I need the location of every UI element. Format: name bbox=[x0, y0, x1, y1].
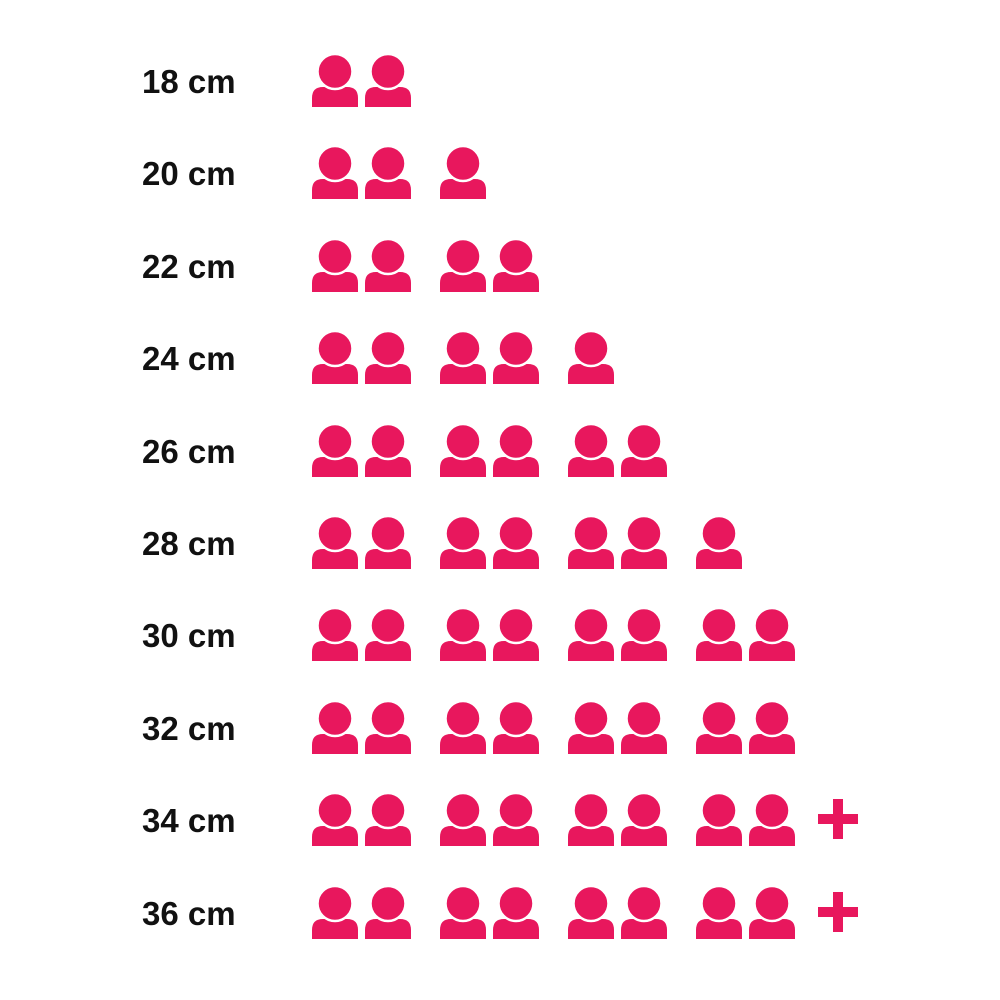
row-label: 36 cm bbox=[142, 894, 236, 932]
row-label: 28 cm bbox=[142, 525, 236, 562]
person-icon bbox=[440, 238, 486, 292]
person-icon bbox=[365, 331, 411, 385]
person-icon bbox=[440, 608, 486, 662]
person-icon bbox=[493, 885, 539, 939]
person-icon bbox=[493, 516, 539, 569]
person-icon bbox=[493, 331, 539, 385]
person-icon bbox=[568, 608, 614, 662]
row-label: 30 cm bbox=[142, 617, 236, 655]
person-icon bbox=[493, 423, 539, 477]
row-label: 24 cm bbox=[142, 340, 236, 378]
person-icon bbox=[696, 700, 742, 754]
person-icon bbox=[440, 700, 486, 754]
person-icon bbox=[365, 238, 411, 292]
person-icon bbox=[365, 54, 411, 107]
person-icon bbox=[312, 146, 358, 200]
person-icon bbox=[568, 423, 614, 477]
person-icon bbox=[440, 885, 486, 939]
row-label: 18 cm bbox=[142, 63, 236, 100]
person-icon bbox=[440, 423, 486, 477]
row-label: 34 cm bbox=[142, 802, 236, 840]
person-icon bbox=[312, 608, 358, 662]
person-icon bbox=[365, 516, 411, 569]
person-icon bbox=[365, 885, 411, 939]
person-icon bbox=[312, 700, 358, 754]
person-icon bbox=[749, 700, 795, 754]
person-icon bbox=[696, 793, 742, 847]
person-icon bbox=[621, 516, 667, 569]
person-icon bbox=[696, 516, 742, 569]
person-icon bbox=[440, 516, 486, 569]
row-label: 22 cm bbox=[142, 247, 236, 285]
person-icon bbox=[568, 885, 614, 939]
person-icon bbox=[312, 238, 358, 292]
person-icon bbox=[568, 700, 614, 754]
person-icon bbox=[749, 793, 795, 847]
person-icon bbox=[312, 885, 358, 939]
person-icon bbox=[621, 793, 667, 847]
person-icon bbox=[749, 608, 795, 662]
person-icon bbox=[365, 700, 411, 754]
plus-icon bbox=[818, 891, 858, 932]
person-icon bbox=[365, 608, 411, 662]
person-icon bbox=[493, 238, 539, 292]
person-icon bbox=[312, 54, 358, 107]
person-icon bbox=[493, 700, 539, 754]
person-icon bbox=[621, 608, 667, 662]
person-icon bbox=[621, 423, 667, 477]
person-icon bbox=[312, 331, 358, 385]
person-icon bbox=[365, 146, 411, 200]
plus-icon bbox=[818, 799, 858, 840]
person-icon bbox=[365, 423, 411, 477]
person-icon bbox=[440, 793, 486, 847]
row-label: 26 cm bbox=[142, 432, 236, 470]
person-icon bbox=[493, 608, 539, 662]
person-icon bbox=[749, 885, 795, 939]
person-icon bbox=[568, 331, 614, 385]
person-icon bbox=[696, 885, 742, 939]
person-icon bbox=[621, 700, 667, 754]
person-icon bbox=[365, 793, 411, 847]
person-icon bbox=[440, 146, 486, 200]
person-icon bbox=[621, 885, 667, 939]
person-icon bbox=[312, 793, 358, 847]
row-label: 32 cm bbox=[142, 709, 236, 747]
person-icon bbox=[312, 516, 358, 569]
row-label: 20 cm bbox=[142, 155, 236, 193]
person-icon bbox=[696, 608, 742, 662]
person-icon bbox=[440, 331, 486, 385]
person-icon bbox=[568, 793, 614, 847]
person-icon bbox=[493, 793, 539, 847]
person-icon bbox=[568, 516, 614, 569]
person-icon bbox=[312, 423, 358, 477]
